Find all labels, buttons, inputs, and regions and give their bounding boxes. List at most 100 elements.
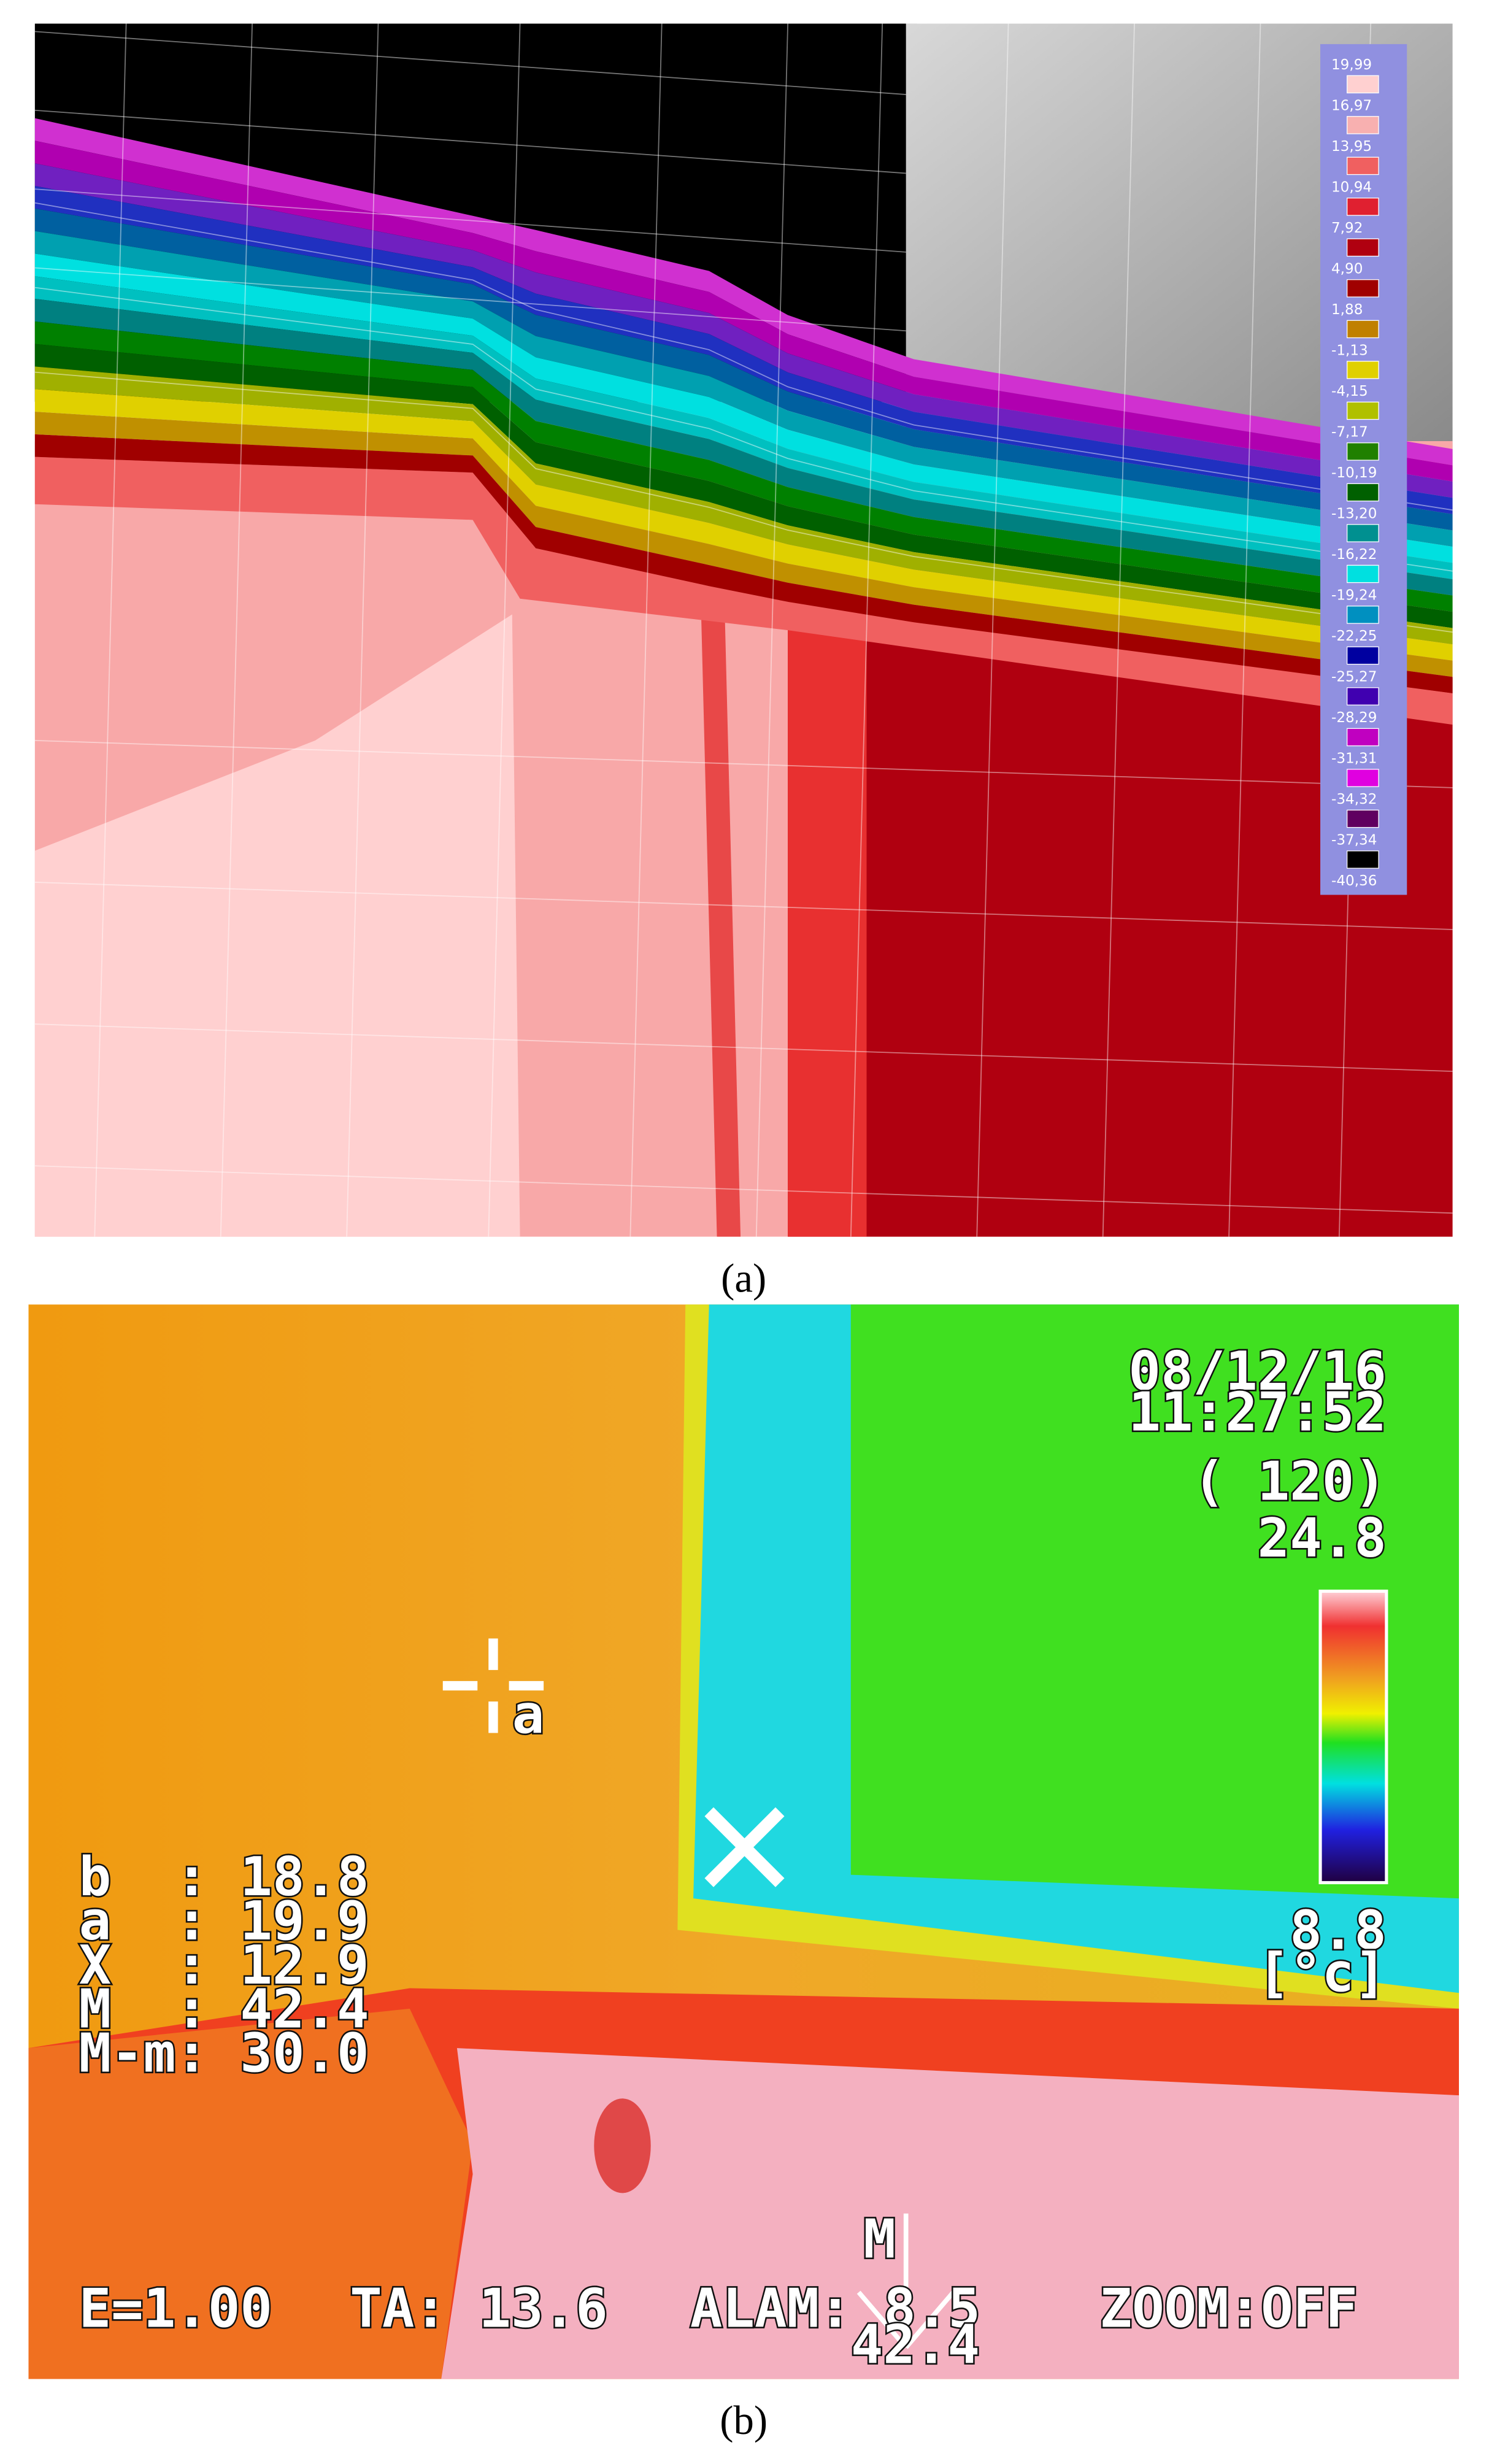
x-marker (704, 1807, 785, 1887)
legend-label: -31,31 (1331, 751, 1377, 767)
legend-swatch (1347, 687, 1379, 706)
unit: [°c] (1258, 1942, 1387, 2004)
band (34, 141, 1453, 482)
band (34, 344, 1453, 628)
legend-swatch (1347, 442, 1379, 461)
region (34, 614, 520, 1237)
legend-swatch (1347, 483, 1379, 502)
legend-swatch (1347, 238, 1379, 257)
time: 11:27:52 (1128, 1381, 1386, 1444)
legend-label: -34,32 (1331, 791, 1377, 807)
legend-label: 13,95 (1331, 139, 1372, 155)
mesh-line (34, 31, 906, 95)
band (34, 253, 1453, 563)
mode: ( 120) (1193, 1450, 1387, 1513)
band (34, 208, 1453, 531)
mesh-line (488, 23, 521, 1237)
legend-label: -4,15 (1331, 383, 1368, 399)
legend-label: 10,94 (1331, 179, 1372, 195)
legend-label: -40,36 (1331, 873, 1377, 889)
legend-swatch (1347, 809, 1379, 828)
m-arrow (856, 2213, 955, 2349)
legend-label: -16,22 (1331, 547, 1377, 563)
region (788, 598, 1453, 1237)
band (34, 321, 1453, 612)
mesh-line (34, 188, 906, 253)
band (34, 231, 1453, 547)
readout: M : 42.4 (79, 1978, 369, 2041)
band (34, 163, 1453, 498)
band (34, 118, 1453, 466)
legend-label: -22,25 (1331, 628, 1377, 644)
readout: X : 12.9 (79, 1934, 369, 1996)
region (34, 456, 1453, 725)
status: E=1.00 (79, 2277, 272, 2340)
cursor-label: a (512, 1684, 545, 1746)
legend-swatch (1347, 401, 1379, 420)
region (788, 598, 867, 1237)
legend-swatch (1347, 75, 1379, 94)
mesh-line (629, 23, 663, 1237)
band (34, 412, 1453, 677)
legend-label: -13,20 (1331, 506, 1377, 522)
legend-label: 1,88 (1331, 302, 1363, 318)
legend-swatch (1347, 524, 1379, 542)
mesh-line (34, 109, 906, 174)
status: ALAM: 8.5 (690, 2277, 980, 2340)
mesh-line (976, 23, 1009, 1237)
mesh-line (34, 202, 1453, 511)
mesh-line (34, 371, 1453, 633)
readout: a : 19.9 (79, 1890, 369, 1952)
legend-label: -28,29 (1331, 710, 1377, 726)
band (34, 389, 1453, 661)
marker-label: M (863, 2208, 896, 2271)
legend-label: -10,19 (1331, 465, 1377, 481)
legend-swatch (1347, 156, 1379, 175)
region (441, 2048, 1459, 2379)
caption: (a) (721, 1257, 766, 1301)
legend-box (1320, 44, 1407, 895)
color-bar (1318, 1589, 1388, 1885)
legend-swatch (1347, 850, 1379, 869)
region (850, 1304, 1459, 1899)
legend-label: -19,24 (1331, 588, 1377, 604)
mesh-line (34, 267, 906, 332)
mesh-line (755, 23, 789, 1237)
legend-swatch (1347, 564, 1379, 583)
simulation-panel (34, 23, 1453, 1237)
status: ZOOM:OFF (1100, 2277, 1358, 2340)
legend-label: 7,92 (1331, 220, 1363, 236)
band (34, 299, 1453, 596)
legend-swatch (1347, 279, 1379, 298)
cursor (442, 1638, 544, 1733)
legend-label: 16,97 (1331, 98, 1372, 114)
region (701, 614, 741, 1237)
legend-label: 4,90 (1331, 261, 1363, 277)
legend-label: -37,34 (1331, 833, 1377, 849)
region (594, 2098, 651, 2193)
mesh-line (34, 1023, 1453, 1072)
legend-swatch (1347, 728, 1379, 747)
mesh-line (94, 23, 127, 1237)
legend-swatch (1347, 116, 1379, 134)
legend-label: -1,13 (1331, 343, 1368, 359)
mesh-line (34, 882, 1453, 930)
marker-value: 42.4 (851, 2314, 980, 2376)
scale-max: 24.8 (1258, 1507, 1387, 1569)
legend-swatch (1347, 198, 1379, 216)
mesh-line (1228, 23, 1261, 1237)
band (34, 276, 1453, 580)
mesh-line (850, 23, 883, 1237)
readout: M-m: 30.0 (79, 2022, 369, 2085)
legend-label: -7,17 (1331, 425, 1368, 441)
band (34, 185, 1453, 514)
mesh-line (34, 739, 1453, 788)
legend-label: -25,27 (1331, 669, 1377, 685)
mesh-line (346, 23, 379, 1237)
status: TA: 13.6 (350, 2277, 607, 2340)
legend-swatch (1347, 769, 1379, 787)
mesh-line (220, 23, 253, 1237)
mesh-line (34, 1165, 1453, 1214)
